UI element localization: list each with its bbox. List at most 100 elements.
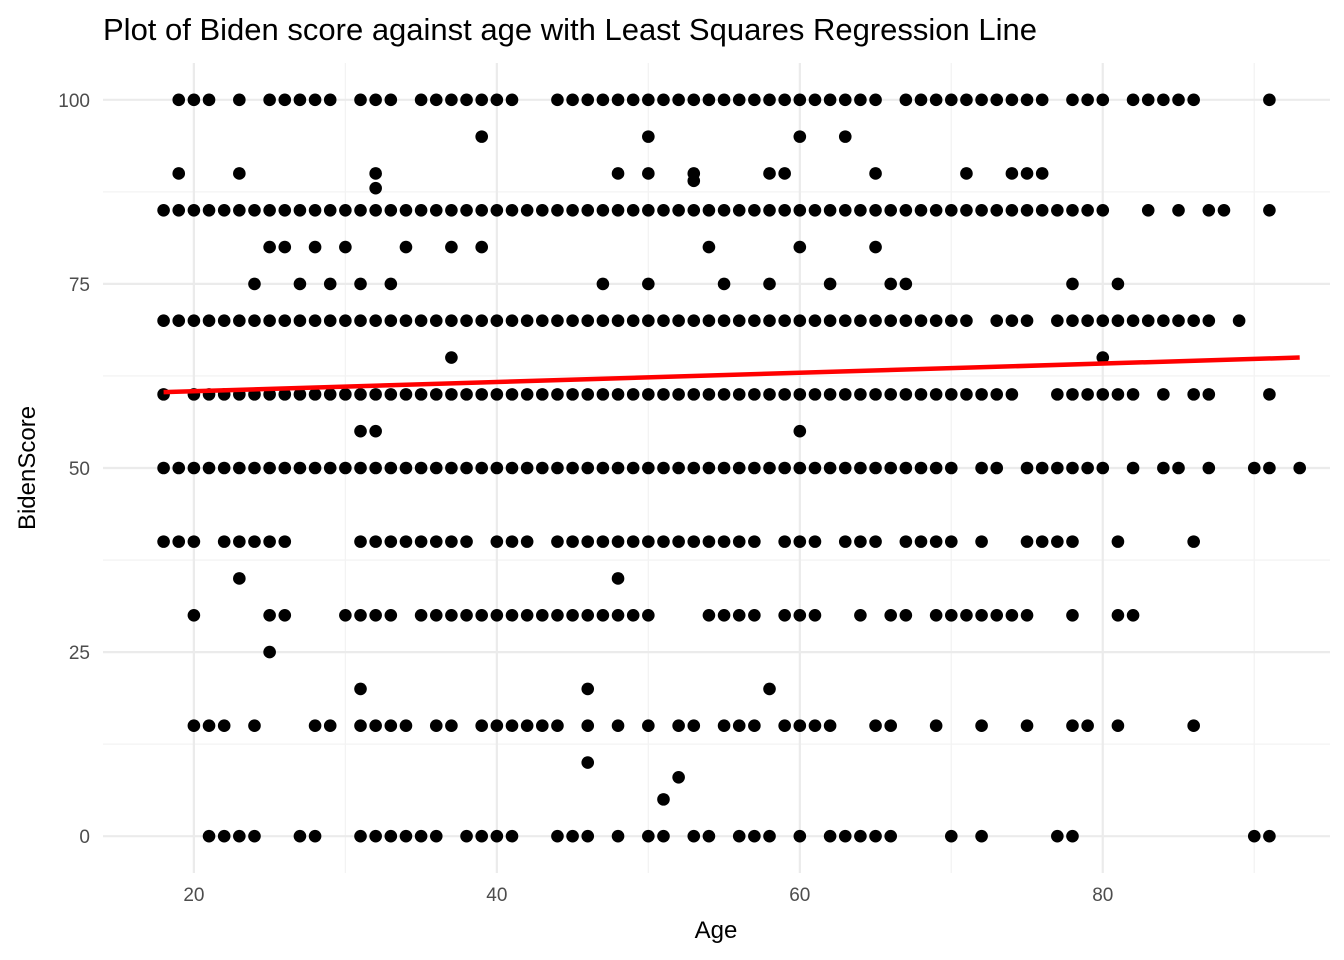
data-point xyxy=(596,93,610,107)
data-point xyxy=(505,314,519,328)
data-point xyxy=(308,719,322,733)
data-point xyxy=(278,240,292,254)
data-point xyxy=(1081,314,1094,328)
data-point xyxy=(929,203,943,217)
data-point xyxy=(657,314,670,328)
data-point xyxy=(975,535,988,548)
data-point xyxy=(354,424,367,438)
data-point xyxy=(414,314,428,328)
data-point xyxy=(1005,167,1019,180)
data-point xyxy=(263,608,276,622)
data-point xyxy=(1081,388,1094,401)
data-point xyxy=(884,277,898,291)
data-point xyxy=(914,535,928,548)
data-point xyxy=(248,719,261,733)
data-point xyxy=(611,388,625,401)
data-point xyxy=(354,535,367,548)
data-point xyxy=(717,203,731,217)
data-point xyxy=(1202,314,1216,328)
data-point xyxy=(490,719,504,733)
data-point xyxy=(1066,535,1079,548)
data-point xyxy=(611,535,625,548)
data-point xyxy=(884,829,898,843)
data-point xyxy=(732,203,746,217)
data-point xyxy=(748,314,761,328)
data-point xyxy=(793,240,807,254)
data-point xyxy=(944,608,958,622)
data-point xyxy=(308,93,322,107)
data-point xyxy=(354,314,367,328)
data-point xyxy=(1066,608,1079,622)
data-point xyxy=(535,203,549,217)
data-point xyxy=(763,277,776,291)
data-point xyxy=(657,535,670,548)
data-point xyxy=(672,388,685,401)
data-point xyxy=(1247,461,1261,475)
data-point xyxy=(884,314,898,328)
data-point xyxy=(611,829,625,843)
data-point xyxy=(657,793,670,806)
data-point xyxy=(339,608,352,622)
data-point xyxy=(157,203,170,217)
data-point xyxy=(293,277,307,291)
data-point xyxy=(1066,829,1079,843)
data-point xyxy=(278,461,292,475)
data-point xyxy=(732,93,746,107)
data-point xyxy=(535,461,549,475)
data-point xyxy=(642,203,655,217)
data-point xyxy=(354,277,367,291)
data-point xyxy=(1141,314,1155,328)
data-point xyxy=(217,535,231,548)
data-point xyxy=(899,203,913,217)
data-point xyxy=(1005,314,1019,328)
data-point xyxy=(732,608,746,622)
data-point xyxy=(642,314,655,328)
data-point xyxy=(323,203,337,217)
data-point xyxy=(490,608,504,622)
data-point xyxy=(975,388,988,401)
data-point xyxy=(929,388,943,401)
data-point xyxy=(869,535,882,548)
data-point xyxy=(429,93,443,107)
data-point xyxy=(1066,277,1079,291)
data-point xyxy=(944,829,958,843)
data-point xyxy=(1051,388,1064,401)
data-point xyxy=(748,388,761,401)
data-point xyxy=(1096,314,1110,328)
data-point xyxy=(778,608,791,622)
data-point xyxy=(323,93,337,107)
data-point xyxy=(490,388,504,401)
data-point xyxy=(990,203,1004,217)
data-point xyxy=(596,203,610,217)
data-point xyxy=(323,277,337,291)
data-point xyxy=(429,461,443,475)
data-point xyxy=(838,314,852,328)
data-point xyxy=(505,829,519,843)
data-point xyxy=(717,461,731,475)
data-point xyxy=(672,314,685,328)
data-point xyxy=(248,314,261,328)
data-point xyxy=(1157,461,1170,475)
data-point xyxy=(505,93,519,107)
data-point xyxy=(384,314,398,328)
data-point xyxy=(596,277,610,291)
data-point xyxy=(399,388,413,401)
data-point xyxy=(520,535,534,548)
data-point xyxy=(1035,203,1049,217)
data-point xyxy=(1126,93,1140,107)
data-point xyxy=(566,829,579,843)
data-point xyxy=(793,535,807,548)
data-point xyxy=(1005,203,1019,217)
data-point xyxy=(566,461,579,475)
data-point xyxy=(581,829,595,843)
data-point xyxy=(248,829,261,843)
data-point xyxy=(763,167,776,180)
data-point xyxy=(172,203,186,217)
data-point xyxy=(354,608,367,622)
data-point xyxy=(414,93,428,107)
data-point xyxy=(929,314,943,328)
data-point xyxy=(384,535,398,548)
x-axis-label: Age xyxy=(695,917,738,944)
data-point xyxy=(596,535,610,548)
